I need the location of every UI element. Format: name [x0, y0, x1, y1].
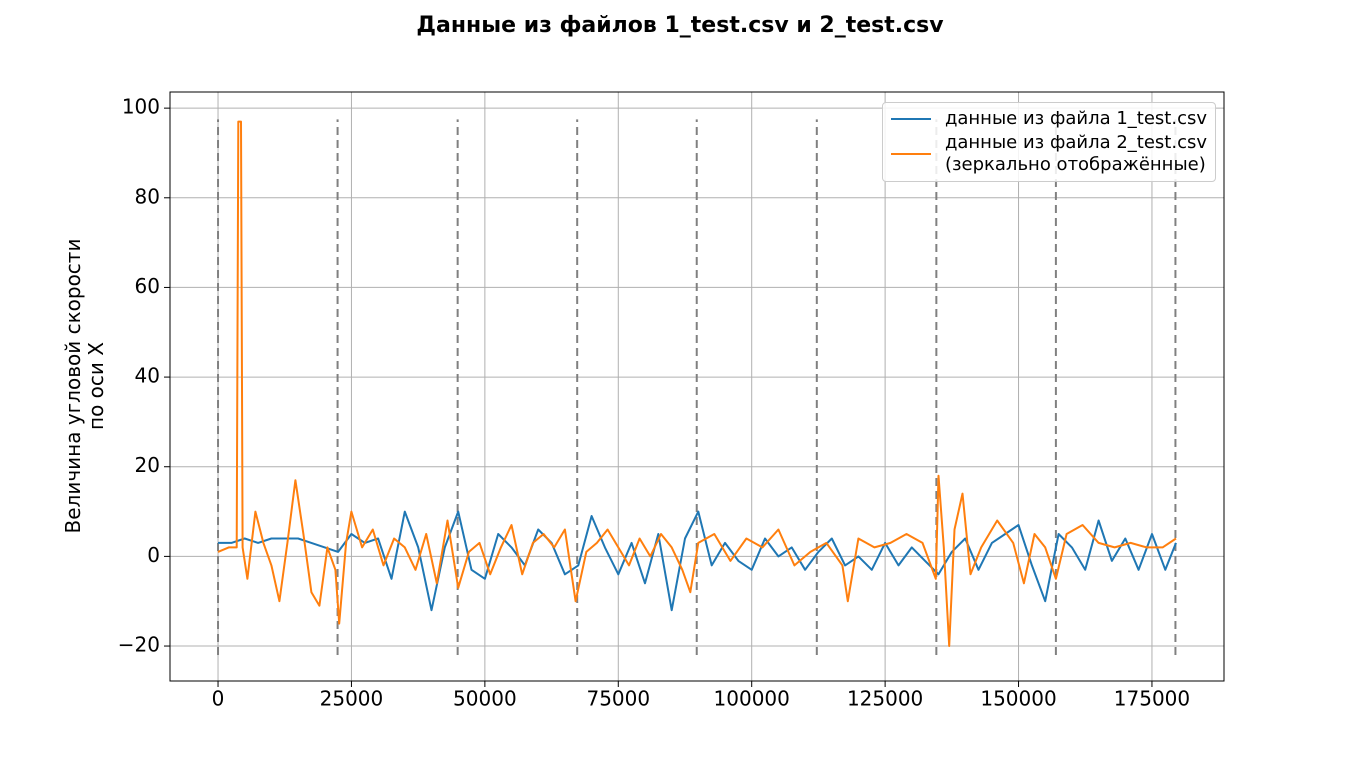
chart-title: Данные из файлов 1_test.csv и 2_test.csv — [416, 13, 944, 38]
legend-entry: данные из файла 2_test.csv (зеркально от… — [890, 132, 1207, 176]
plot-frame — [169, 91, 1225, 682]
y-tick-label: 20 — [135, 453, 160, 477]
y-tick-label: 60 — [135, 274, 160, 298]
y-tick-label: 100 — [122, 95, 160, 119]
series-line — [217, 120, 1177, 647]
y-tick-label: 40 — [135, 364, 160, 388]
x-tick-label: 25000 — [320, 687, 384, 711]
legend: данные из файла 1_test.csv данные из файл… — [881, 102, 1216, 182]
x-tick-label: 0 — [212, 687, 225, 711]
y-axis-label: Величина угловой скорости по оси X — [61, 238, 108, 534]
x-tick-label: 125000 — [847, 687, 923, 711]
x-tick-label: 175000 — [1114, 687, 1190, 711]
legend-swatch — [890, 118, 931, 120]
x-tick-label: 100000 — [714, 687, 790, 711]
legend-label: данные из файла 1_test.csv — [944, 108, 1207, 129]
y-tick-label: 0 — [147, 543, 160, 567]
legend-entry: данные из файла 1_test.csv — [890, 108, 1207, 130]
x-tick-label: 50000 — [453, 687, 517, 711]
legend-swatch — [890, 153, 931, 155]
x-tick-label: 75000 — [586, 687, 650, 711]
legend-label: данные из файла 2_test.csv (зеркально от… — [944, 132, 1207, 175]
y-tick-label: 80 — [135, 184, 160, 208]
series-line — [218, 510, 1177, 612]
x-tick-label: 150000 — [980, 687, 1056, 711]
y-tick-label: −20 — [118, 633, 160, 657]
